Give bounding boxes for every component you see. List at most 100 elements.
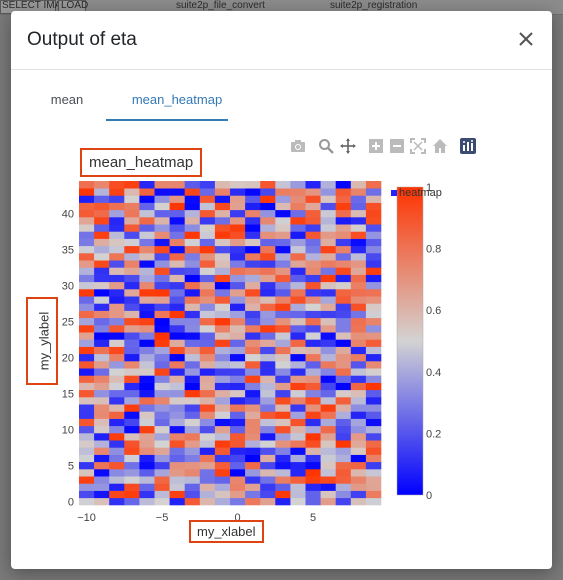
heatmap-cell[interactable] xyxy=(109,361,125,369)
heatmap-cell[interactable] xyxy=(275,339,291,347)
heatmap-cell[interactable] xyxy=(169,281,185,290)
heatmap-cell[interactable] xyxy=(260,281,276,290)
heatmap-cell[interactable] xyxy=(275,195,291,203)
heatmap-cell[interactable] xyxy=(365,497,382,506)
heatmap-cell[interactable] xyxy=(94,339,110,347)
heatmap-cell[interactable] xyxy=(184,253,201,261)
heatmap-cell[interactable] xyxy=(365,461,382,470)
heatmap-cell[interactable] xyxy=(335,202,352,211)
heatmap-cell[interactable] xyxy=(139,274,155,283)
heatmap-cell[interactable] xyxy=(124,325,140,333)
heatmap-cell[interactable] xyxy=(79,317,95,326)
heatmap-cell[interactable] xyxy=(290,317,306,326)
heatmap-cell[interactable] xyxy=(139,440,155,448)
heatmap-cell[interactable] xyxy=(335,404,352,412)
heatmap-cell[interactable] xyxy=(350,253,367,261)
heatmap-cell[interactable] xyxy=(320,181,336,189)
heatmap-cell[interactable] xyxy=(139,296,155,304)
heatmap-cell[interactable] xyxy=(365,353,382,362)
heatmap-cell[interactable] xyxy=(169,224,185,232)
heatmap-cell[interactable] xyxy=(124,425,140,434)
heatmap-cell[interactable] xyxy=(365,397,382,405)
heatmap-cell[interactable] xyxy=(290,325,306,333)
heatmap-cell[interactable] xyxy=(154,461,170,470)
heatmap-cell[interactable] xyxy=(199,368,216,376)
heatmap-cell[interactable] xyxy=(230,425,246,434)
heatmap-cell[interactable] xyxy=(94,483,110,491)
heatmap-cell[interactable] xyxy=(139,368,155,376)
heatmap-cell[interactable] xyxy=(275,253,291,261)
heatmap-cell[interactable] xyxy=(109,209,125,218)
heatmap-cell[interactable] xyxy=(79,382,95,391)
heatmap-cell[interactable] xyxy=(305,346,321,355)
heatmap-cell[interactable] xyxy=(245,447,261,455)
heatmap-cell[interactable] xyxy=(199,289,216,297)
heatmap-cell[interactable] xyxy=(124,289,140,297)
heatmap-cell[interactable] xyxy=(230,397,246,405)
heatmap-cell[interactable] xyxy=(199,224,216,232)
heatmap-cell[interactable] xyxy=(275,310,291,319)
heatmap-cell[interactable] xyxy=(230,447,246,455)
heatmap-cell[interactable] xyxy=(79,209,95,218)
heatmap-cell[interactable] xyxy=(245,346,261,355)
heatmap-cell[interactable] xyxy=(260,217,276,225)
heatmap-cell[interactable] xyxy=(124,375,140,383)
heatmap-cell[interactable] xyxy=(154,209,170,218)
heatmap-cell[interactable] xyxy=(199,497,216,506)
heatmap-cell[interactable] xyxy=(260,440,276,448)
heatmap-cell[interactable] xyxy=(214,425,231,434)
heatmap-cell[interactable] xyxy=(290,353,306,362)
heatmap-cell[interactable] xyxy=(124,397,140,405)
heatmap-cell[interactable] xyxy=(109,296,125,304)
heatmap-cell[interactable] xyxy=(79,224,95,232)
heatmap-cell[interactable] xyxy=(290,332,306,340)
heatmap-cell[interactable] xyxy=(245,425,261,434)
heatmap-cell[interactable] xyxy=(139,253,155,261)
heatmap-cell[interactable] xyxy=(94,404,110,412)
heatmap-cell[interactable] xyxy=(335,476,352,484)
heatmap-cell[interactable] xyxy=(94,238,110,247)
heatmap-cell[interactable] xyxy=(124,368,140,376)
heatmap-cell[interactable] xyxy=(335,260,352,268)
heatmap-cell[interactable] xyxy=(245,224,261,232)
heatmap-cell[interactable] xyxy=(290,490,306,499)
heatmap-cell[interactable] xyxy=(214,217,231,225)
heatmap-cell[interactable] xyxy=(94,418,110,427)
heatmap-cell[interactable] xyxy=(79,411,95,419)
heatmap-cell[interactable] xyxy=(260,425,276,434)
heatmap-cell[interactable] xyxy=(320,310,336,319)
heatmap-cell[interactable] xyxy=(109,260,125,268)
heatmap-cell[interactable] xyxy=(214,353,231,362)
heatmap-cell[interactable] xyxy=(139,332,155,340)
heatmap-cell[interactable] xyxy=(275,260,291,268)
heatmap-cell[interactable] xyxy=(305,310,321,319)
heatmap-cell[interactable] xyxy=(184,332,201,340)
heatmap-cell[interactable] xyxy=(139,461,155,470)
heatmap-cell[interactable] xyxy=(169,253,185,261)
heatmap-cell[interactable] xyxy=(320,339,336,347)
heatmap-cell[interactable] xyxy=(305,411,321,419)
heatmap-cell[interactable] xyxy=(184,375,201,383)
heatmap-cell[interactable] xyxy=(350,317,367,326)
heatmap-cell[interactable] xyxy=(79,303,95,311)
heatmap-cell[interactable] xyxy=(199,433,216,441)
heatmap-cell[interactable] xyxy=(199,260,216,268)
heatmap-cell[interactable] xyxy=(199,231,216,239)
heatmap-cell[interactable] xyxy=(124,490,140,499)
heatmap-cell[interactable] xyxy=(124,238,140,247)
heatmap-cell[interactable] xyxy=(320,231,336,239)
heatmap-cell[interactable] xyxy=(214,317,231,326)
heatmap-cell[interactable] xyxy=(305,303,321,311)
heatmap-cell[interactable] xyxy=(94,497,110,506)
heatmap-cell[interactable] xyxy=(184,296,201,304)
heatmap-cell[interactable] xyxy=(230,368,246,376)
heatmap-cell[interactable] xyxy=(260,469,276,477)
heatmap-cell[interactable] xyxy=(365,317,382,326)
heatmap-cell[interactable] xyxy=(275,245,291,254)
heatmap-cell[interactable] xyxy=(214,267,231,275)
heatmap-cell[interactable] xyxy=(230,303,246,311)
heatmap-cell[interactable] xyxy=(245,368,261,376)
heatmap-cell[interactable] xyxy=(260,296,276,304)
heatmap-cell[interactable] xyxy=(124,339,140,347)
heatmap-cell[interactable] xyxy=(290,217,306,225)
